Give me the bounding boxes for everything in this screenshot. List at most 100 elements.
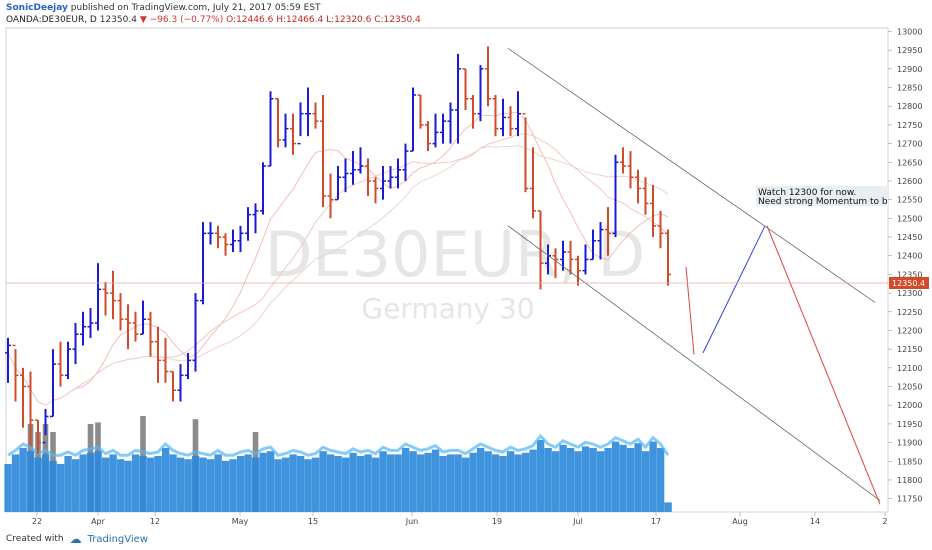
volume-bar	[139, 456, 147, 512]
ohlc-bar	[350, 151, 356, 185]
volume-bar	[656, 448, 665, 512]
y-tick-label: 12850	[897, 84, 922, 93]
time-axis[interactable]: 22 Apr 12 May 15 Jun 19 Jul 17 Aug 14 2	[32, 512, 888, 526]
ohlc-open: O:12446.6	[226, 15, 274, 25]
chart-header: SonicDeejay published on TradingView.com…	[6, 2, 421, 26]
volume-bar	[544, 448, 552, 512]
annotation-box[interactable]	[756, 186, 888, 206]
ohlc-bar	[297, 102, 304, 145]
volume-bar	[236, 456, 245, 512]
blue-projection-arrow	[702, 225, 766, 354]
ohlc-bar	[132, 311, 139, 342]
ohlc-bar	[462, 68, 469, 110]
volume-bar	[199, 457, 207, 512]
ohlc-bar	[72, 322, 79, 365]
volume-bar	[574, 451, 582, 512]
volume-bar	[11, 454, 20, 512]
ohlc-bar	[170, 370, 176, 402]
ohlc-bar	[185, 352, 191, 380]
volume-bar	[94, 451, 102, 512]
last-price-tag-text: 12350.4	[892, 279, 925, 288]
ohlc-bar	[335, 166, 341, 201]
ohlc-bar	[282, 113, 289, 148]
ohlc-bar	[312, 102, 319, 129]
ohlc-bar	[290, 113, 296, 155]
y-tick-label: 12900	[897, 65, 922, 74]
ohlc-bar	[665, 229, 671, 286]
created-with-label: Created with	[6, 534, 64, 544]
y-tick-label: 12400	[897, 252, 922, 261]
volume-bar	[41, 454, 50, 512]
ohlc-bar	[320, 95, 326, 208]
ohlc-bar	[80, 311, 86, 346]
volume-bar	[514, 454, 522, 512]
y-tick-label: 12050	[897, 383, 922, 392]
volume-bar	[619, 444, 627, 512]
y-tick-label: 11800	[897, 476, 922, 485]
price-axis[interactable]: 13000 12950 12900 12850 12800 12750 12700 12650…	[888, 27, 922, 504]
volume-bar	[116, 459, 125, 512]
tradingview-brand[interactable]: TradingView	[87, 533, 148, 545]
down-arrow-icon: ▼	[139, 15, 147, 25]
y-tick-label: 12500	[897, 214, 922, 223]
lower-channel-line	[507, 225, 881, 501]
volume-bar	[274, 459, 282, 512]
ohlc-bar	[110, 270, 116, 320]
ohlc-bar	[575, 255, 581, 286]
watermark-name: Germany 30	[361, 292, 534, 325]
ohlc-bar	[440, 113, 446, 144]
volume-bar	[169, 454, 177, 512]
y-tick-label: 12350	[897, 270, 922, 279]
volume-bar	[581, 446, 590, 512]
y-tick-label: 12250	[897, 308, 922, 317]
volume-bar	[214, 454, 222, 512]
ohlc-bar	[147, 311, 154, 357]
volume-bar	[176, 457, 185, 512]
volume-bar	[454, 454, 462, 512]
volume-bar	[356, 456, 365, 512]
ohlc-bar	[552, 248, 559, 279]
symbol-label: OANDA:DE30EUR, D	[6, 15, 97, 25]
volume-bar	[424, 452, 432, 512]
x-tick-label: 15	[308, 517, 318, 526]
volume-bar	[26, 451, 35, 512]
ohlc-bar	[500, 98, 506, 137]
volume-bar	[251, 457, 260, 512]
trendline-drawings[interactable]	[507, 47, 881, 505]
y-tick-label: 11850	[897, 457, 922, 466]
ohlc-bar	[657, 210, 664, 249]
ohlc-high: H:12466.4	[276, 15, 324, 25]
ohlc-bar	[162, 337, 169, 383]
ohlc-bar	[455, 53, 461, 144]
volume-bar	[4, 464, 12, 512]
volume-bar	[551, 451, 560, 512]
volume-bar	[19, 448, 27, 512]
volume-bar	[469, 452, 477, 512]
ohlc-bar	[485, 46, 491, 107]
y-tick-label: 12650	[897, 158, 922, 167]
last-price: 12350.4	[99, 15, 137, 25]
volume-bar	[431, 449, 440, 512]
y-tick-label: 13000	[897, 27, 922, 36]
volume-bar	[64, 456, 72, 512]
footer: Created with ☁ TradingView	[6, 532, 148, 546]
volume-bar	[334, 456, 342, 512]
ohlc-bar	[305, 87, 311, 137]
volume-bar	[34, 457, 42, 512]
y-tick-label: 12800	[897, 102, 922, 111]
ohlc-bar	[567, 240, 574, 275]
ohlc-bar	[140, 300, 146, 335]
ohlc-bar	[50, 349, 56, 418]
ohlc-close: C:12350.4	[374, 15, 421, 25]
ohlc-bar	[65, 341, 71, 380]
author-link[interactable]: SonicDeejay	[6, 3, 68, 13]
x-tick-label: 12	[150, 517, 160, 526]
ohlc-bar	[470, 95, 476, 129]
y-tick-label: 12700	[897, 140, 922, 149]
volume-bar	[536, 440, 545, 512]
x-tick-label: 22	[32, 517, 42, 526]
ohlc-bar	[57, 341, 64, 387]
ohlc-bar	[125, 304, 131, 350]
y-tick-label: 12150	[897, 345, 922, 354]
